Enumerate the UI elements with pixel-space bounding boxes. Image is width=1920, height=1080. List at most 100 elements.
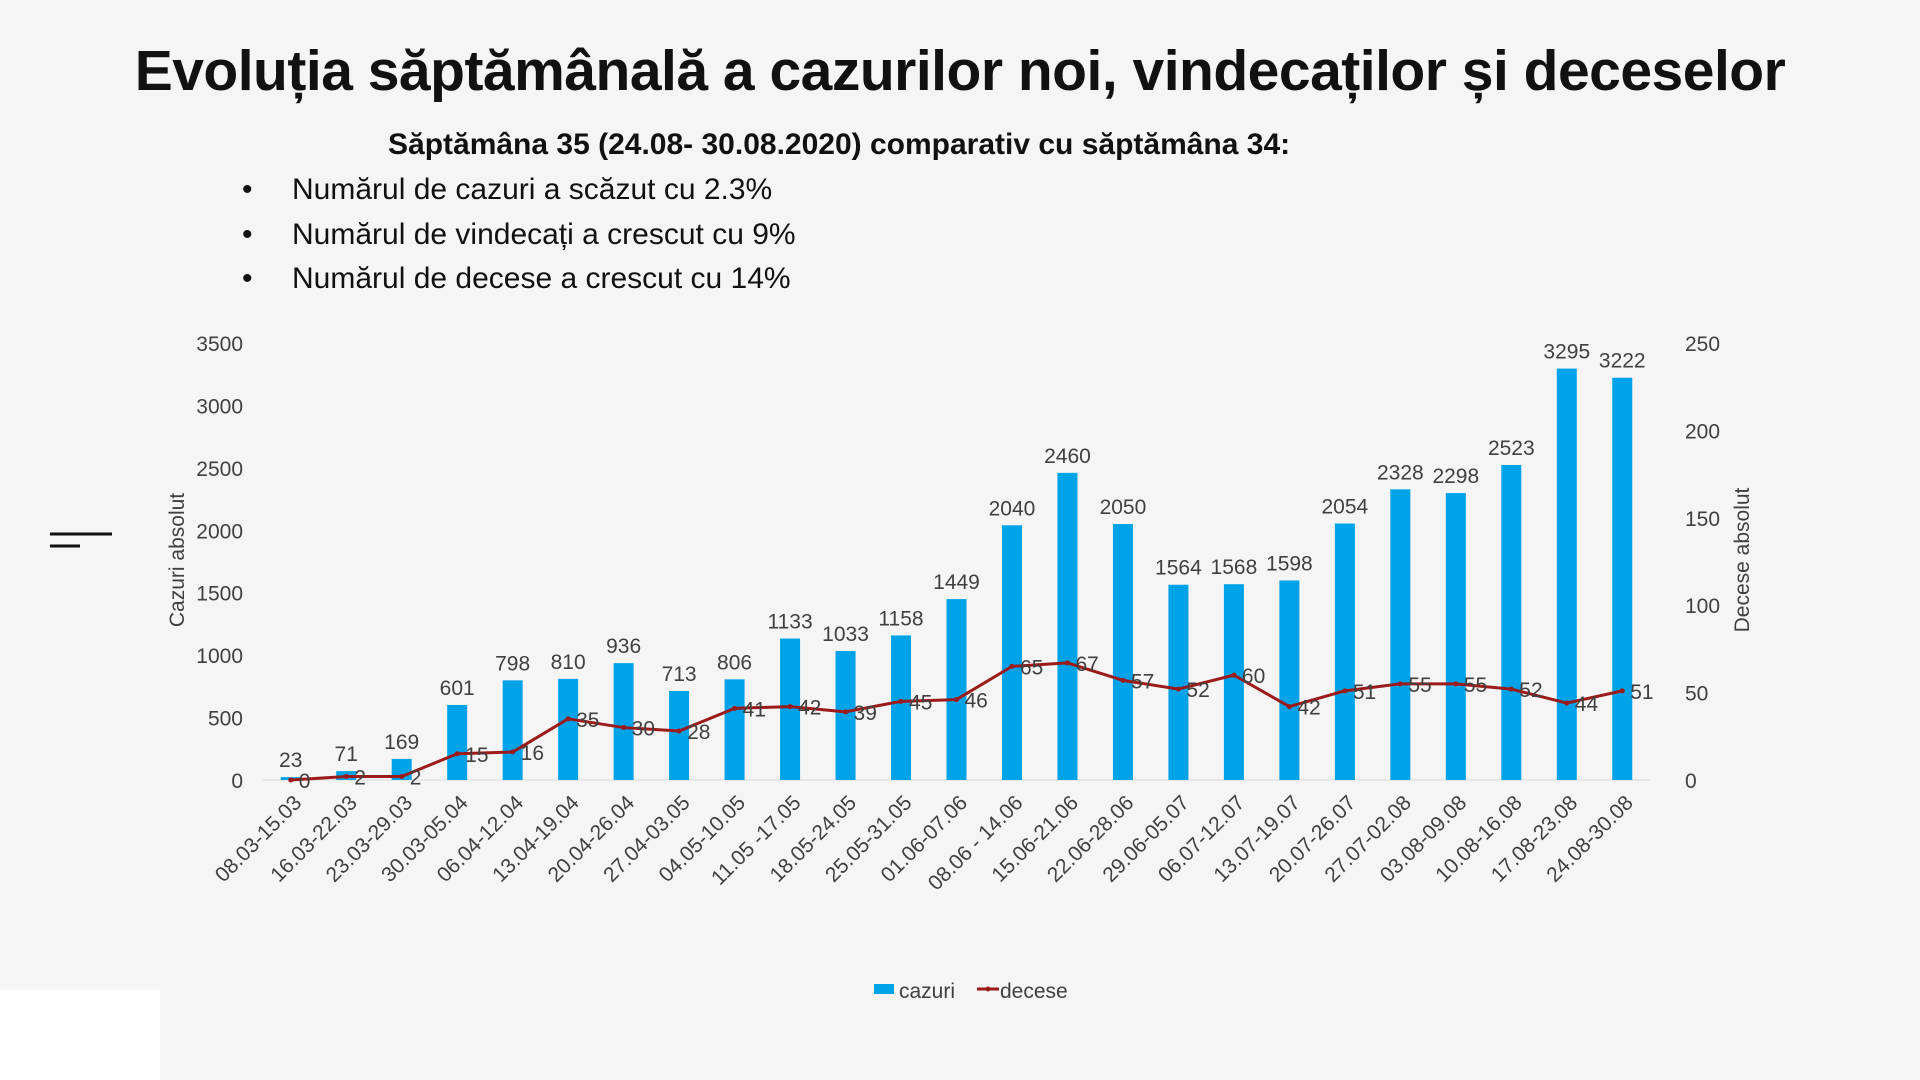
bullet-text: Numărul de vindecați a crescut cu 9% bbox=[292, 218, 796, 251]
point-decese bbox=[1508, 686, 1514, 692]
bar-cazuri bbox=[1168, 584, 1189, 780]
point-decese bbox=[288, 777, 294, 783]
bar-cazuri bbox=[1223, 584, 1244, 780]
data-label-decese: 55 bbox=[1464, 674, 1487, 697]
data-label-cazuri: 1033 bbox=[822, 623, 869, 646]
data-label-decese: 2 bbox=[354, 767, 366, 790]
data-label-cazuri: 2054 bbox=[1322, 496, 1369, 519]
data-label-cazuri: 169 bbox=[384, 731, 419, 754]
bar-cazuri bbox=[1057, 472, 1078, 780]
data-label-decese: 35 bbox=[576, 709, 599, 732]
data-label-decese: 67 bbox=[1075, 653, 1098, 676]
point-decese bbox=[510, 749, 516, 755]
data-label-decese: 52 bbox=[1186, 679, 1209, 702]
bar-cazuri bbox=[946, 599, 967, 780]
data-label-cazuri: 713 bbox=[662, 663, 697, 686]
bullet-text: Numărul de cazuri a scăzut cu 2.3% bbox=[292, 173, 773, 206]
data-label-cazuri: 1158 bbox=[878, 607, 923, 630]
y-tick-label-left: 500 bbox=[208, 708, 243, 731]
point-decese bbox=[1619, 688, 1625, 694]
bullet-text: Numărul de decese a crescut cu 14% bbox=[292, 262, 791, 295]
bar-cazuri bbox=[1001, 525, 1022, 780]
point-decese bbox=[676, 728, 682, 734]
data-label-decese: 45 bbox=[909, 691, 932, 714]
data-label-decese: 16 bbox=[521, 742, 544, 765]
menu-lines-icon[interactable] bbox=[48, 530, 114, 550]
bar-cazuri bbox=[780, 638, 801, 780]
y-tick-label-right: 50 bbox=[1685, 683, 1708, 706]
point-decese bbox=[787, 704, 793, 710]
data-label-cazuri: 2040 bbox=[989, 497, 1036, 520]
bar-cazuri bbox=[447, 704, 468, 780]
bullet-item: • Numărul de cazuri a scăzut cu 2.3% bbox=[242, 173, 772, 207]
data-label-decese: 57 bbox=[1131, 670, 1154, 693]
y-tick-label-left: 0 bbox=[231, 770, 243, 793]
y-tick-label-left: 3500 bbox=[196, 333, 243, 356]
legend-label-decese: decese bbox=[1000, 980, 1068, 1003]
bullet-item: • Numărul de vindecați a crescut cu 9% bbox=[242, 218, 796, 252]
bar-cazuri bbox=[669, 690, 690, 780]
data-label-decese: 46 bbox=[965, 690, 988, 713]
point-decese bbox=[1342, 688, 1348, 694]
point-decese bbox=[1120, 677, 1126, 683]
data-label-decese: 39 bbox=[854, 702, 877, 725]
point-decese bbox=[621, 725, 627, 731]
data-label-cazuri: 3295 bbox=[1543, 341, 1590, 364]
data-label-cazuri: 23 bbox=[279, 749, 302, 772]
data-label-cazuri: 1133 bbox=[767, 611, 812, 634]
point-decese bbox=[1397, 681, 1403, 687]
data-label-cazuri: 936 bbox=[606, 635, 641, 658]
slide-subtitle: Săptămâna 35 (24.08- 30.08.2020) compara… bbox=[388, 128, 1291, 161]
point-decese bbox=[454, 751, 460, 757]
y-tick-label-left: 3000 bbox=[196, 395, 243, 418]
y-tick-label-right: 150 bbox=[1685, 508, 1720, 531]
point-decese bbox=[1009, 663, 1015, 669]
data-label-decese: 15 bbox=[465, 744, 488, 767]
y-tick-label-right: 0 bbox=[1685, 770, 1697, 793]
point-decese bbox=[954, 697, 959, 703]
point-decese bbox=[1453, 681, 1459, 687]
y-tick-label-left: 1000 bbox=[196, 645, 243, 668]
bar-cazuri bbox=[1112, 524, 1133, 780]
data-label-cazuri: 1598 bbox=[1266, 552, 1313, 575]
data-label-decese: 44 bbox=[1575, 693, 1599, 716]
data-label-decese: 65 bbox=[1020, 656, 1043, 679]
bullet-item: • Numărul de decese a crescut cu 14% bbox=[242, 262, 791, 296]
data-label-decese: 55 bbox=[1408, 674, 1431, 697]
bullet-dot: • bbox=[242, 218, 253, 251]
data-label-decese: 0 bbox=[299, 770, 311, 793]
point-decese bbox=[1231, 672, 1237, 678]
data-label-decese: 2 bbox=[410, 767, 422, 790]
point-decese bbox=[898, 698, 904, 704]
point-decese bbox=[1564, 700, 1570, 706]
data-label-decese: 28 bbox=[687, 721, 710, 744]
point-decese bbox=[1064, 660, 1070, 666]
bullet-dot: • bbox=[242, 173, 253, 206]
data-label-cazuri: 1449 bbox=[933, 571, 980, 594]
data-label-cazuri: 1564 bbox=[1155, 557, 1202, 580]
data-label-cazuri: 2050 bbox=[1100, 496, 1147, 519]
data-label-decese: 42 bbox=[798, 697, 821, 720]
data-label-decese: 42 bbox=[1297, 697, 1320, 720]
point-decese bbox=[1175, 686, 1181, 692]
slide-title: Evoluția săptămânală a cazurilor noi, vi… bbox=[134, 39, 1786, 103]
bar-cazuri bbox=[835, 651, 856, 780]
y-tick-label-left: 2000 bbox=[196, 520, 243, 543]
legend-label-cazuri: cazuri bbox=[899, 980, 955, 1003]
bar-cazuri bbox=[1612, 377, 1633, 780]
data-label-decese: 30 bbox=[632, 718, 655, 741]
bar-cazuri bbox=[1390, 489, 1411, 780]
point-decese bbox=[343, 774, 349, 780]
bar-cazuri bbox=[1279, 580, 1300, 780]
legend-marker-decese bbox=[985, 986, 991, 992]
data-label-decese: 60 bbox=[1242, 665, 1265, 688]
data-label-cazuri: 601 bbox=[440, 677, 475, 700]
y-tick-label-right: 100 bbox=[1685, 595, 1720, 618]
bar-cazuri bbox=[1334, 523, 1355, 780]
bar-cazuri bbox=[1556, 368, 1577, 780]
data-label-decese: 52 bbox=[1519, 679, 1542, 702]
bar-cazuri bbox=[558, 678, 579, 780]
data-label-cazuri: 810 bbox=[551, 651, 586, 674]
